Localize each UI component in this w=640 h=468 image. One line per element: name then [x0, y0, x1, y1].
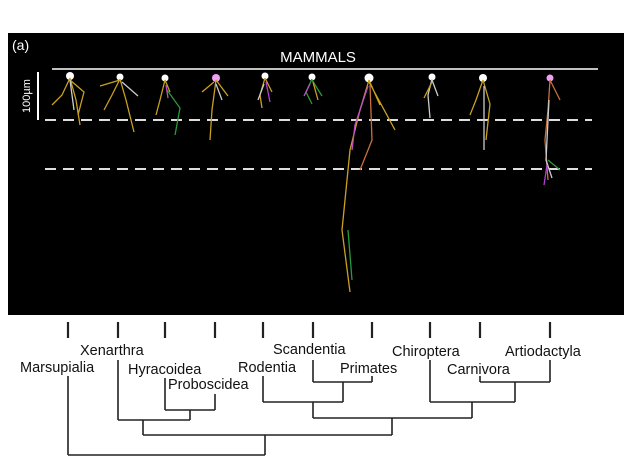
taxon-label: Marsupialia [20, 360, 95, 376]
panel-title: MAMMALS [280, 49, 356, 66]
phylogeny [67, 360, 551, 456]
taxon-label: Carnivora [447, 362, 511, 378]
neurons [51, 72, 561, 293]
scale-label: 100µm [21, 79, 33, 113]
taxon-label: Chiroptera [392, 344, 461, 360]
taxon-label: Xenarthra [80, 343, 145, 359]
taxon-label: Hyracoidea [128, 362, 202, 378]
taxon-label: Artiodactyla [505, 344, 582, 360]
panel-label: (a) [12, 37, 29, 53]
taxon-label: Proboscidea [168, 377, 250, 393]
taxon-label: Scandentia [273, 342, 346, 358]
taxon-ticks [66, 322, 552, 338]
image-panel [8, 33, 624, 315]
taxon-label: Rodentia [238, 360, 297, 376]
taxon-label: Primates [340, 361, 397, 377]
